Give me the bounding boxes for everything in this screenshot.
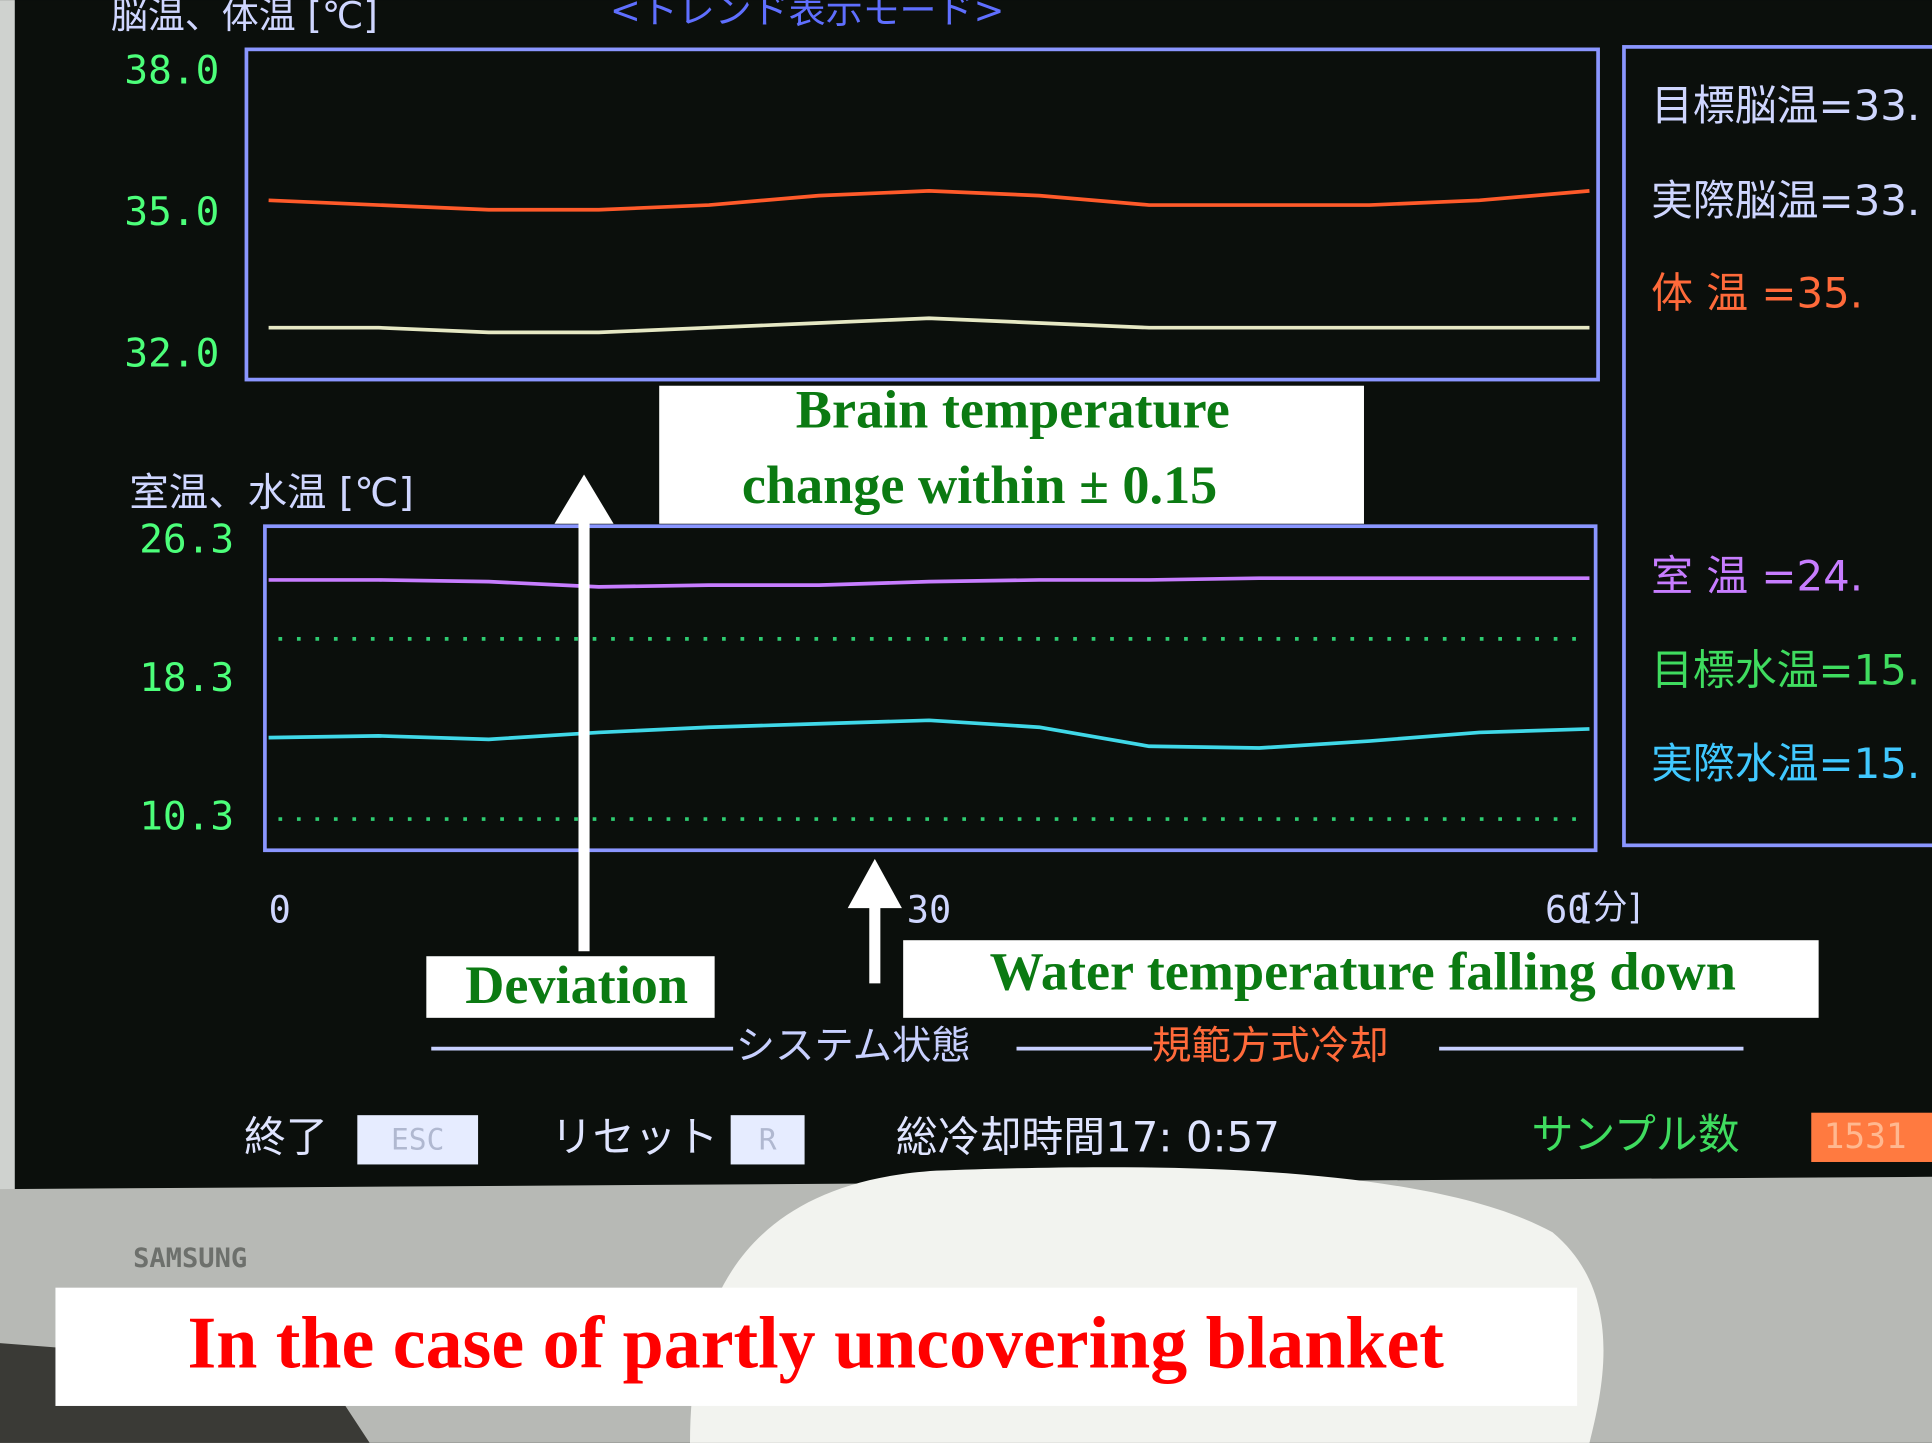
deviation-arrow-head bbox=[554, 474, 614, 524]
exit-key: ESC bbox=[391, 1123, 444, 1157]
y-tick-label: 10.3 bbox=[139, 794, 234, 840]
water-note: Water temperature falling down bbox=[990, 942, 1736, 1002]
samples-box bbox=[1811, 1112, 1932, 1162]
y-tick-label: 38.0 bbox=[124, 47, 219, 93]
readout: 実際脳温=33. bbox=[1651, 176, 1920, 225]
y-tick-label: 18.3 bbox=[139, 655, 234, 701]
readout: 室 温 =24. bbox=[1651, 552, 1863, 601]
deviation-note: Deviation bbox=[465, 955, 688, 1015]
lower-panel-title: 室温、水温 [℃] bbox=[129, 470, 414, 516]
reset-key-box bbox=[730, 1115, 805, 1165]
deviation-box bbox=[426, 956, 715, 1018]
mode-label: <トレンド表示モード> bbox=[610, 0, 1005, 32]
plots: 0 30 60 38.0 35.0 32.0 26.3 18.3 10.3 目標脳温=33. 実際脳… bbox=[124, 47, 1920, 931]
trace bbox=[268, 576, 1590, 589]
x-unit: [分] bbox=[1580, 888, 1641, 928]
brain-note: Brain temperature bbox=[796, 380, 1230, 440]
readout: 実際水温=15. bbox=[1651, 739, 1920, 788]
trace bbox=[268, 316, 1590, 335]
brain-note: change within ± 0.15 bbox=[742, 455, 1217, 515]
y-tick-label: 26.3 bbox=[139, 516, 234, 562]
exit-key-box bbox=[357, 1115, 479, 1165]
y-tick-label: 35.0 bbox=[124, 189, 219, 235]
status-mode: 規範方式冷却 bbox=[1152, 1023, 1388, 1069]
readout: 目標脳温=33. bbox=[1651, 81, 1920, 130]
trace bbox=[268, 718, 1590, 750]
trace bbox=[268, 189, 1590, 212]
lower-panel-frame bbox=[263, 524, 1598, 853]
exit-label: 終了 bbox=[244, 1112, 328, 1161]
top-panel-title: 脳温、体温 [℃] bbox=[111, 0, 378, 37]
caption: In the case of partly uncovering blanket bbox=[187, 1301, 1444, 1383]
reset-label: リセット bbox=[551, 1112, 718, 1161]
x-tick-label: 60 bbox=[1545, 888, 1590, 931]
x-tick-label: 0 bbox=[269, 888, 291, 931]
samples-label: サンプル数 bbox=[1532, 1110, 1740, 1159]
samples-value: 1531 bbox=[1824, 1117, 1907, 1157]
cooling-time: 総冷却時間17: 0:57 bbox=[896, 1112, 1280, 1161]
water-arrow-head bbox=[847, 858, 902, 909]
caption-box bbox=[55, 1287, 1578, 1406]
x-tick-label: 30 bbox=[907, 888, 952, 931]
y-tick-label: 32.0 bbox=[124, 330, 219, 376]
brain-note-box bbox=[659, 385, 1364, 524]
status-label: システム状態 bbox=[736, 1023, 971, 1069]
brand: SAMSUNG bbox=[133, 1243, 247, 1274]
top-panel-frame bbox=[244, 47, 1600, 382]
reset-key: R bbox=[759, 1123, 777, 1157]
left-edge bbox=[0, 0, 15, 1233]
readout-panel-frame bbox=[1622, 45, 1932, 848]
readout: 目標水温=15. bbox=[1651, 645, 1920, 694]
readout: 体 温 =35. bbox=[1651, 268, 1863, 317]
water-note-box bbox=[903, 940, 1819, 1018]
